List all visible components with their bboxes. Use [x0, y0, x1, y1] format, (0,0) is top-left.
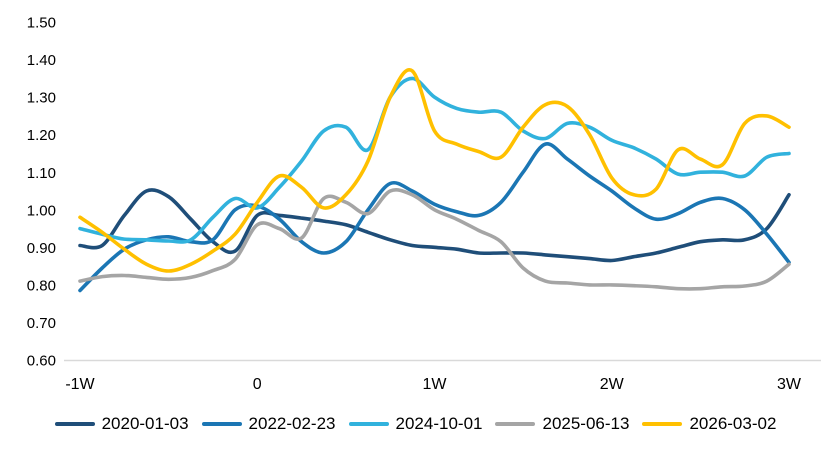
x-axis-tick-label: 3W	[777, 376, 802, 393]
legend-item-2025-06-13: 2025-06-13	[495, 414, 629, 434]
y-axis-tick-label: 1.30	[27, 90, 56, 107]
y-axis-tick-label: 1.10	[27, 165, 56, 182]
x-axis-tick-label: -1W	[65, 376, 95, 393]
legend-label-2026-03-02: 2026-03-02	[689, 414, 777, 433]
series-line-2022-02-23	[78, 142, 791, 293]
y-axis-tick-label: 0.60	[27, 353, 56, 370]
y-axis-tick-label: 1.40	[27, 52, 56, 69]
legend-item-2020-01-03: 2020-01-03	[54, 414, 189, 434]
x-axis-tick-label: 1W	[423, 376, 448, 393]
legend-label-2020-01-03: 2020-01-03	[101, 414, 189, 433]
axes: 0.60 0.70 0.80 0.90 1.00 1.10 1.20 1.30 1.40 1.50…	[27, 15, 821, 393]
y-axis-tick-label: 1.20	[27, 127, 56, 144]
legend-label-2022-02-23: 2022-02-23	[248, 414, 336, 433]
x-axis-tick-label: 2W	[600, 376, 625, 393]
legend-swatch-2020-01-03	[54, 421, 95, 427]
legend-swatch-2025-06-13	[495, 421, 536, 427]
y-axis-tick-label: 1.50	[27, 15, 56, 32]
legend-item-2022-02-23: 2022-02-23	[201, 414, 336, 434]
legend-label-2025-06-13: 2025-06-13	[542, 414, 630, 433]
y-axis-tick-label: 1.00	[27, 202, 56, 219]
x-axis-tick-label: 0	[253, 376, 262, 393]
legend-swatch-2022-02-23	[201, 421, 242, 427]
series-line-2025-06-13	[78, 188, 791, 291]
legend-item-2024-10-01: 2024-10-01	[348, 414, 483, 434]
legend-swatch-2024-10-01	[348, 421, 389, 427]
legend: 2020-01-03 2022-02-23 2024-10-01 2025-06-13…	[0, 414, 831, 434]
series-line-2024-10-01	[78, 76, 791, 244]
legend-item-2026-03-02: 2026-03-02	[642, 414, 776, 434]
y-axis-tick-label: 0.90	[27, 240, 56, 257]
y-axis-tick-label: 0.70	[27, 315, 56, 332]
legend-swatch-2026-03-02	[642, 421, 683, 427]
legend-label-2024-10-01: 2024-10-01	[395, 414, 483, 433]
series-line-2020-01-03	[78, 188, 791, 263]
series-line-2026-03-02	[78, 68, 791, 273]
series-lines	[78, 68, 791, 293]
y-axis-tick-label: 0.80	[27, 277, 56, 294]
